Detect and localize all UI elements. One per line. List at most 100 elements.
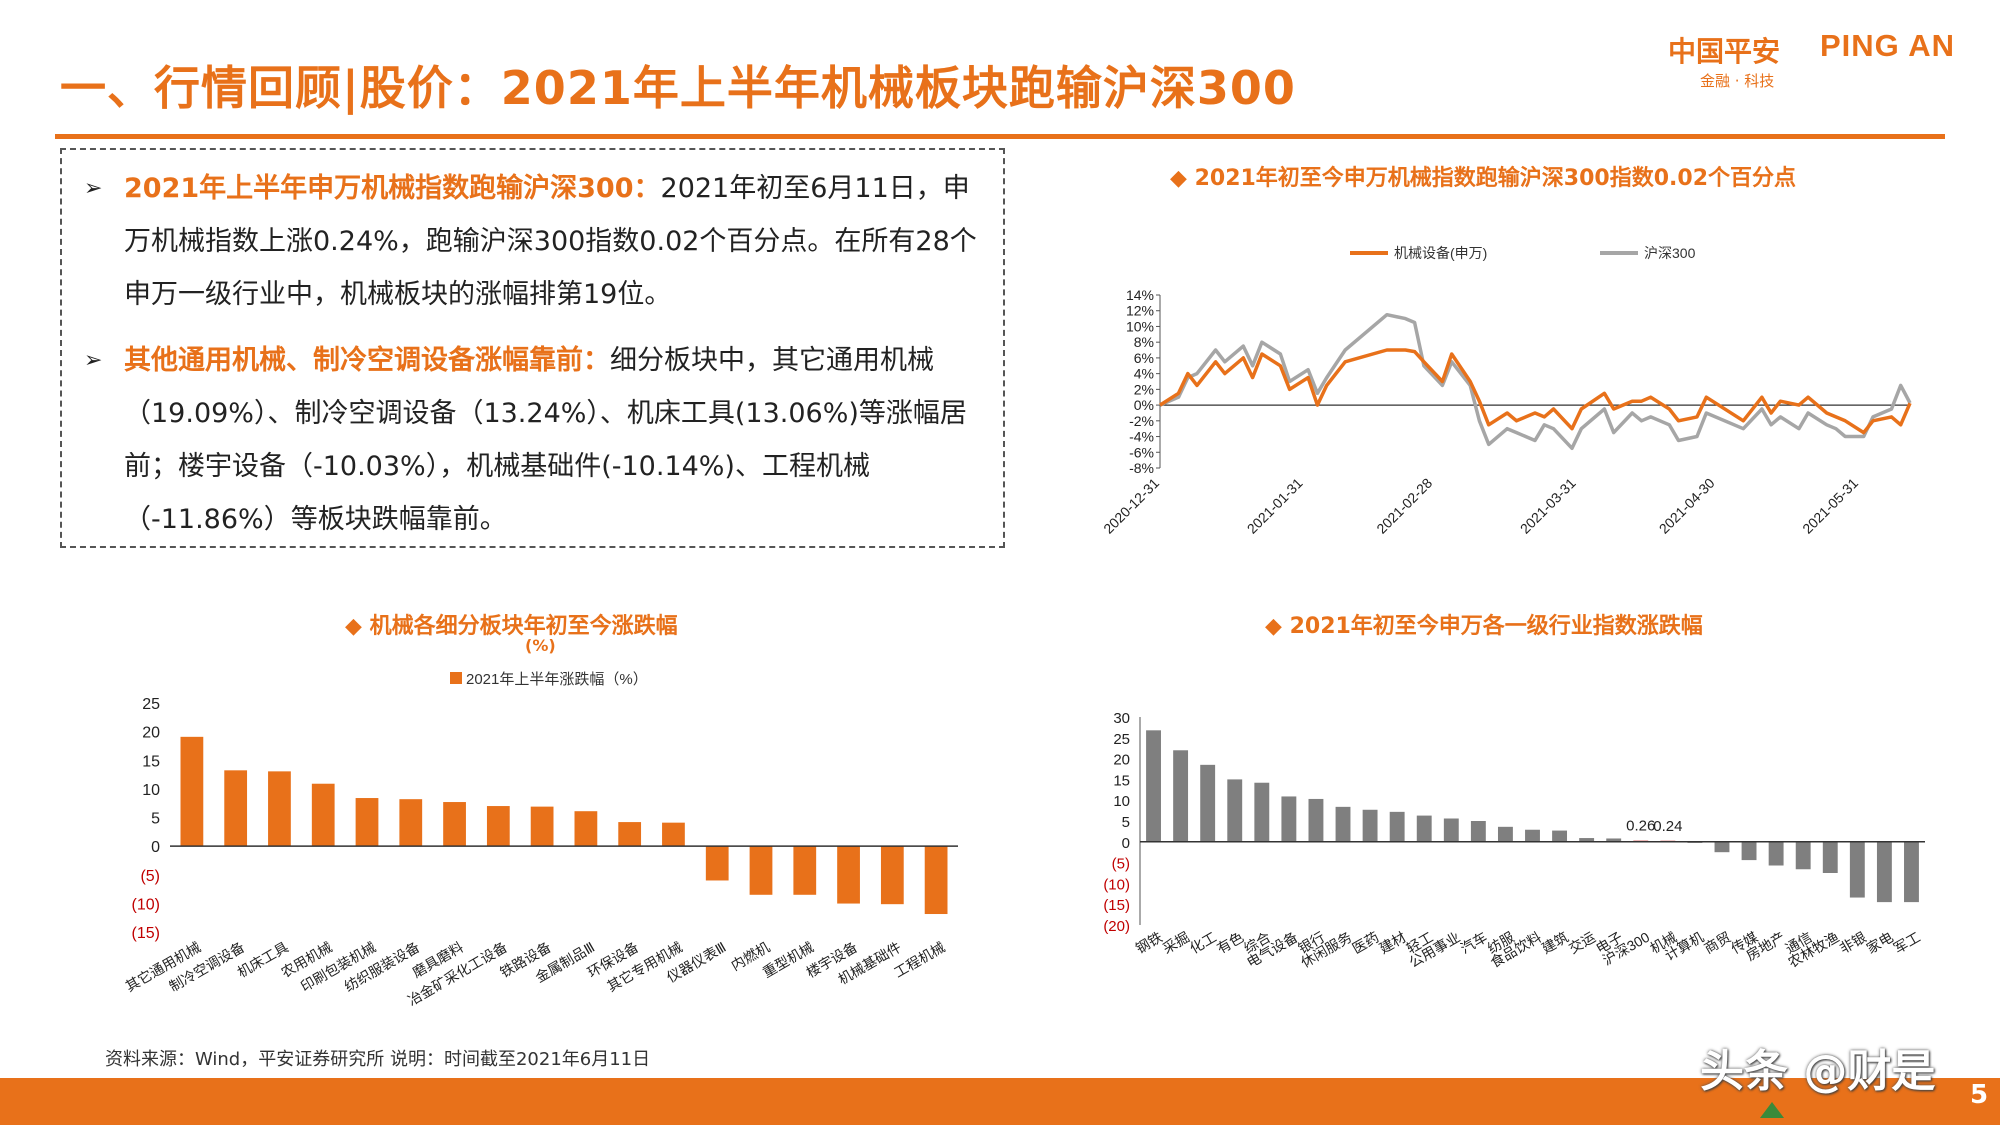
y-tick-label: (5) bbox=[1112, 856, 1130, 873]
bar bbox=[1254, 782, 1270, 842]
bullet-text: 细分板块中，其它通用机械（19.09%）、制冷空调设备（13.24%）、机床工具… bbox=[124, 345, 967, 535]
y-tick-label: -6% bbox=[1129, 444, 1154, 460]
bar bbox=[355, 798, 379, 847]
bar bbox=[1470, 821, 1486, 842]
bar bbox=[1173, 750, 1189, 842]
bar bbox=[1876, 841, 1892, 903]
bar bbox=[924, 846, 948, 915]
line-chart: 机械设备(申万) 沪深300 14%12%10%8%6%4%2%0%-2%-4%-6… bbox=[1100, 245, 1912, 537]
bar bbox=[1200, 764, 1216, 842]
y-tick-label: 10 bbox=[1113, 793, 1130, 810]
industry-chart-title: ◆ 2021年初至今申万各一级行业指数涨跌幅 bbox=[1265, 614, 1703, 639]
bar bbox=[618, 822, 642, 847]
bullet-arrow-icon: ➢ bbox=[84, 176, 103, 201]
x-tick-label: 2020-12-31 bbox=[1100, 475, 1162, 537]
y-tick-label: (20) bbox=[1103, 918, 1130, 935]
bar bbox=[662, 822, 685, 847]
bar bbox=[443, 802, 466, 847]
y-tick-label: 0 bbox=[1122, 835, 1130, 852]
x-tick-label: 2021-04-30 bbox=[1656, 475, 1718, 537]
data-label: 0.26 bbox=[1626, 818, 1655, 835]
bar bbox=[793, 846, 817, 895]
y-tick-label: 8% bbox=[1134, 334, 1154, 350]
bar bbox=[1795, 841, 1811, 870]
y-tick-label: 25 bbox=[142, 696, 160, 713]
footer-marker-icon bbox=[1760, 1102, 1784, 1118]
y-tick-label: 4% bbox=[1134, 366, 1154, 382]
y-tick-label: (10) bbox=[1103, 876, 1130, 893]
subsector-bar-chart: 2520151050(5)(10)(15)其它通用机械制冷空调设备机床工具农用机… bbox=[123, 671, 958, 1009]
y-tick-label: 5 bbox=[1122, 814, 1130, 831]
y-tick-label: (15) bbox=[132, 925, 160, 942]
bar bbox=[1552, 830, 1568, 842]
bar bbox=[1822, 841, 1838, 873]
page-number: 5 bbox=[1970, 1080, 1989, 1110]
bar bbox=[1579, 838, 1595, 842]
legend-label: 沪深300 bbox=[1644, 245, 1696, 261]
legend-label: 机械设备(申万) bbox=[1394, 245, 1487, 261]
bar bbox=[1606, 838, 1622, 842]
y-tick-label: 0% bbox=[1134, 397, 1154, 413]
x-tick-label: 2021-01-31 bbox=[1244, 475, 1306, 537]
category-label: 军工 bbox=[1891, 929, 1923, 957]
bar bbox=[1416, 815, 1432, 842]
bar bbox=[1308, 798, 1324, 842]
bar bbox=[1741, 841, 1757, 861]
bar bbox=[1714, 841, 1730, 853]
legend-swatch bbox=[450, 672, 462, 684]
bar bbox=[224, 770, 248, 847]
series-line-machinery bbox=[1159, 348, 1912, 435]
bar bbox=[1497, 826, 1513, 842]
bullet-highlight: 其他通用机械、制冷空调设备涨幅靠前： bbox=[124, 345, 610, 376]
bar bbox=[749, 846, 773, 895]
subsector-chart-title-unit: (%) bbox=[525, 636, 556, 655]
y-tick-label: 15 bbox=[1113, 772, 1130, 789]
y-tick-label: (15) bbox=[1103, 897, 1130, 914]
data-label: 0.24 bbox=[1653, 818, 1682, 835]
bullet-arrow-icon: ➢ bbox=[84, 348, 103, 373]
y-tick-label: 2% bbox=[1134, 381, 1154, 397]
x-tick-label: 2021-05-31 bbox=[1799, 475, 1861, 537]
y-tick-label: -8% bbox=[1129, 460, 1154, 476]
x-tick-label: 2021-03-31 bbox=[1517, 475, 1579, 537]
industry-bar-chart: 302520151050(5)(10)(15)(20)钢铁采掘化工有色综合电气设… bbox=[1103, 710, 1925, 971]
source-note: 资料来源：Wind，平安证券研究所 说明：时间截至2021年6月11日 bbox=[105, 1049, 651, 1070]
bar bbox=[1362, 809, 1378, 842]
bar bbox=[705, 846, 729, 881]
summary-box: ➢ 2021年上半年申万机械指数跑输沪深300：2021年初至6月11日，申万机… bbox=[60, 148, 1005, 548]
watermark: 头条 @财是 bbox=[1700, 1046, 1936, 1097]
legend-label: 2021年上半年涨跌幅（%） bbox=[466, 671, 648, 688]
title-divider bbox=[55, 134, 1945, 139]
y-tick-label: 30 bbox=[1113, 710, 1130, 727]
y-tick-label: 20 bbox=[1113, 752, 1130, 769]
pingan-logo: 中国平安 PING AN 金融 · 科技 bbox=[1668, 26, 1978, 96]
bar bbox=[311, 783, 335, 847]
footer-bar bbox=[0, 1078, 2000, 1125]
bar bbox=[180, 736, 204, 847]
bullet-text: 2021年初至6月11日，申万机械指数上涨0.24%，跑输沪深300指数0.02… bbox=[124, 173, 977, 310]
bar bbox=[1849, 841, 1865, 898]
category-label: 工程机械 bbox=[891, 939, 947, 981]
logo-english-text: PING AN bbox=[1820, 28, 1956, 63]
bar bbox=[1525, 829, 1540, 842]
y-tick-label: -2% bbox=[1129, 413, 1154, 429]
y-tick-label: -4% bbox=[1129, 429, 1154, 445]
bar bbox=[1227, 779, 1243, 842]
y-tick-label: 5 bbox=[151, 811, 160, 828]
bar bbox=[530, 806, 554, 847]
bar bbox=[574, 811, 598, 847]
y-tick-label: 10% bbox=[1126, 318, 1154, 334]
bar bbox=[268, 771, 291, 847]
y-tick-label: 0 bbox=[151, 839, 160, 856]
bar bbox=[1443, 818, 1459, 842]
y-tick-label: (5) bbox=[140, 868, 160, 885]
summary-bullet: ➢ 其他通用机械、制冷空调设备涨幅靠前：细分板块中，其它通用机械（19.09%）… bbox=[84, 334, 989, 546]
bar bbox=[1335, 806, 1351, 842]
bar bbox=[837, 846, 860, 904]
subsector-chart-title: ◆ 机械各细分板块年初至今涨跌幅 bbox=[345, 614, 678, 639]
bar bbox=[880, 846, 904, 905]
bar bbox=[1281, 796, 1297, 842]
logo-tagline: 金融 · 科技 bbox=[1700, 72, 1775, 90]
bar bbox=[1146, 730, 1161, 842]
y-tick-label: 14% bbox=[1126, 287, 1154, 303]
